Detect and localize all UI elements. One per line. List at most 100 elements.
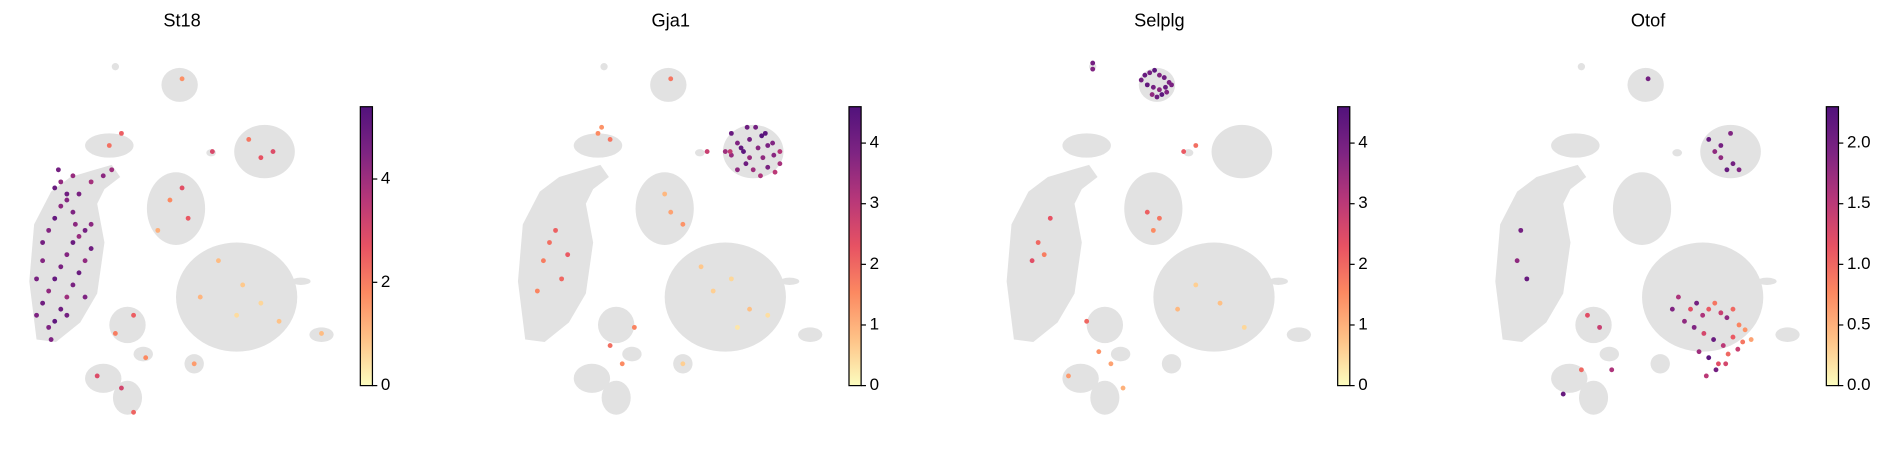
cell-point bbox=[1748, 337, 1754, 342]
cell-point bbox=[40, 240, 46, 245]
cell-point bbox=[1736, 322, 1742, 328]
cell-point bbox=[40, 258, 46, 264]
cell-point bbox=[76, 270, 82, 276]
cell-point bbox=[1029, 258, 1035, 264]
cell-point bbox=[1712, 149, 1718, 154]
embedding-background bbox=[1153, 242, 1275, 352]
cell-point bbox=[1156, 215, 1162, 221]
cell-point bbox=[1703, 373, 1709, 379]
embedding-background bbox=[1627, 67, 1664, 102]
embedding-background bbox=[1161, 354, 1182, 374]
cell-point bbox=[46, 227, 52, 233]
cell-point bbox=[599, 124, 605, 130]
cell-point bbox=[58, 179, 64, 185]
embedding-background bbox=[517, 164, 609, 342]
cell-point bbox=[131, 409, 136, 415]
cell-point bbox=[185, 215, 191, 221]
cell-point bbox=[547, 240, 552, 245]
colorbar-tick-label: 4 bbox=[1358, 133, 1367, 152]
cell-point bbox=[234, 312, 240, 318]
cell-point bbox=[1706, 355, 1712, 361]
cell-point bbox=[109, 167, 115, 173]
cell-point bbox=[565, 252, 571, 258]
embedding-background bbox=[291, 277, 311, 285]
cell-point bbox=[1150, 227, 1156, 233]
embedding-background bbox=[1268, 277, 1288, 285]
cell-point bbox=[668, 76, 674, 82]
colorbar-tick-label: 1.5 bbox=[1847, 193, 1871, 212]
cell-point bbox=[46, 288, 52, 294]
cell-point bbox=[258, 300, 264, 306]
cell-point bbox=[1147, 70, 1153, 76]
colorbar-tick-label: 0.5 bbox=[1847, 314, 1871, 333]
cell-point bbox=[64, 294, 70, 300]
cell-point bbox=[1730, 306, 1736, 312]
cell-point bbox=[58, 203, 64, 209]
colorbar-tick-label: 2 bbox=[870, 254, 879, 273]
cell-point bbox=[70, 173, 76, 179]
cell-point bbox=[680, 361, 686, 367]
cell-point bbox=[704, 149, 710, 154]
embedding-background bbox=[234, 124, 295, 179]
cell-point bbox=[1718, 143, 1724, 148]
cell-point bbox=[131, 312, 136, 318]
embedding-background bbox=[1006, 164, 1098, 342]
cell-point bbox=[70, 282, 76, 288]
embedding-background bbox=[597, 306, 635, 344]
cell-point bbox=[765, 312, 771, 318]
cell-point bbox=[40, 300, 46, 306]
colorbar-tick-label: 0 bbox=[1358, 375, 1367, 394]
panel: Selplg 0 1 2 3 4 bbox=[1006, 11, 1368, 415]
cell-point bbox=[1728, 130, 1733, 136]
cell-point bbox=[1164, 89, 1170, 95]
cell-point bbox=[246, 137, 252, 142]
embedding-background bbox=[573, 133, 623, 158]
cell-point bbox=[1084, 318, 1090, 324]
embedding-background bbox=[798, 327, 823, 342]
embedding-background bbox=[161, 67, 198, 102]
panel: Otof 0.0 0.5 1.0 1.5 2.0 bbox=[1495, 11, 1871, 415]
colorbar-tick-label: 4 bbox=[870, 133, 879, 152]
cell-point bbox=[167, 197, 173, 203]
colorbar-tick-label: 1.0 bbox=[1847, 254, 1871, 273]
cell-point bbox=[1720, 343, 1726, 349]
embedding-background bbox=[601, 380, 631, 415]
cell-point bbox=[64, 252, 70, 258]
embedding-background bbox=[112, 380, 143, 415]
cell-point bbox=[1096, 349, 1102, 355]
cell-point bbox=[1675, 294, 1681, 300]
cell-point bbox=[1156, 87, 1162, 93]
cell-point bbox=[631, 324, 637, 330]
embedding-background bbox=[1086, 306, 1124, 344]
colorbar-tick-label: 3 bbox=[1358, 193, 1367, 212]
embedding-background bbox=[85, 363, 122, 393]
cell-point bbox=[735, 167, 740, 173]
cell-point bbox=[64, 197, 70, 203]
embedding-background bbox=[176, 242, 298, 352]
embedding-background bbox=[1577, 63, 1586, 71]
colorbar-tick-label: 1 bbox=[1358, 314, 1367, 333]
cell-point bbox=[1090, 66, 1096, 72]
cell-point bbox=[1514, 258, 1520, 264]
cell-point bbox=[777, 149, 783, 154]
cell-point bbox=[72, 221, 78, 227]
cell-point bbox=[765, 164, 771, 170]
embedding-background bbox=[1286, 327, 1311, 342]
cell-point bbox=[209, 149, 215, 154]
embedding-background bbox=[1700, 124, 1761, 179]
embedding-background bbox=[1650, 354, 1670, 374]
cell-point bbox=[197, 294, 203, 300]
cell-point bbox=[1711, 337, 1716, 342]
cell-point bbox=[1585, 312, 1590, 318]
cell-point bbox=[1578, 367, 1584, 373]
cell-point bbox=[191, 361, 197, 367]
embedding-background bbox=[1551, 133, 1600, 158]
panel-title: Gja1 bbox=[652, 11, 690, 31]
cell-point bbox=[1723, 361, 1729, 367]
cell-point bbox=[1700, 312, 1706, 318]
cell-point bbox=[1518, 227, 1524, 233]
embedding-background bbox=[1642, 242, 1764, 352]
embedding-background bbox=[1599, 346, 1619, 362]
cell-point bbox=[777, 161, 783, 167]
cell-point bbox=[82, 227, 88, 233]
